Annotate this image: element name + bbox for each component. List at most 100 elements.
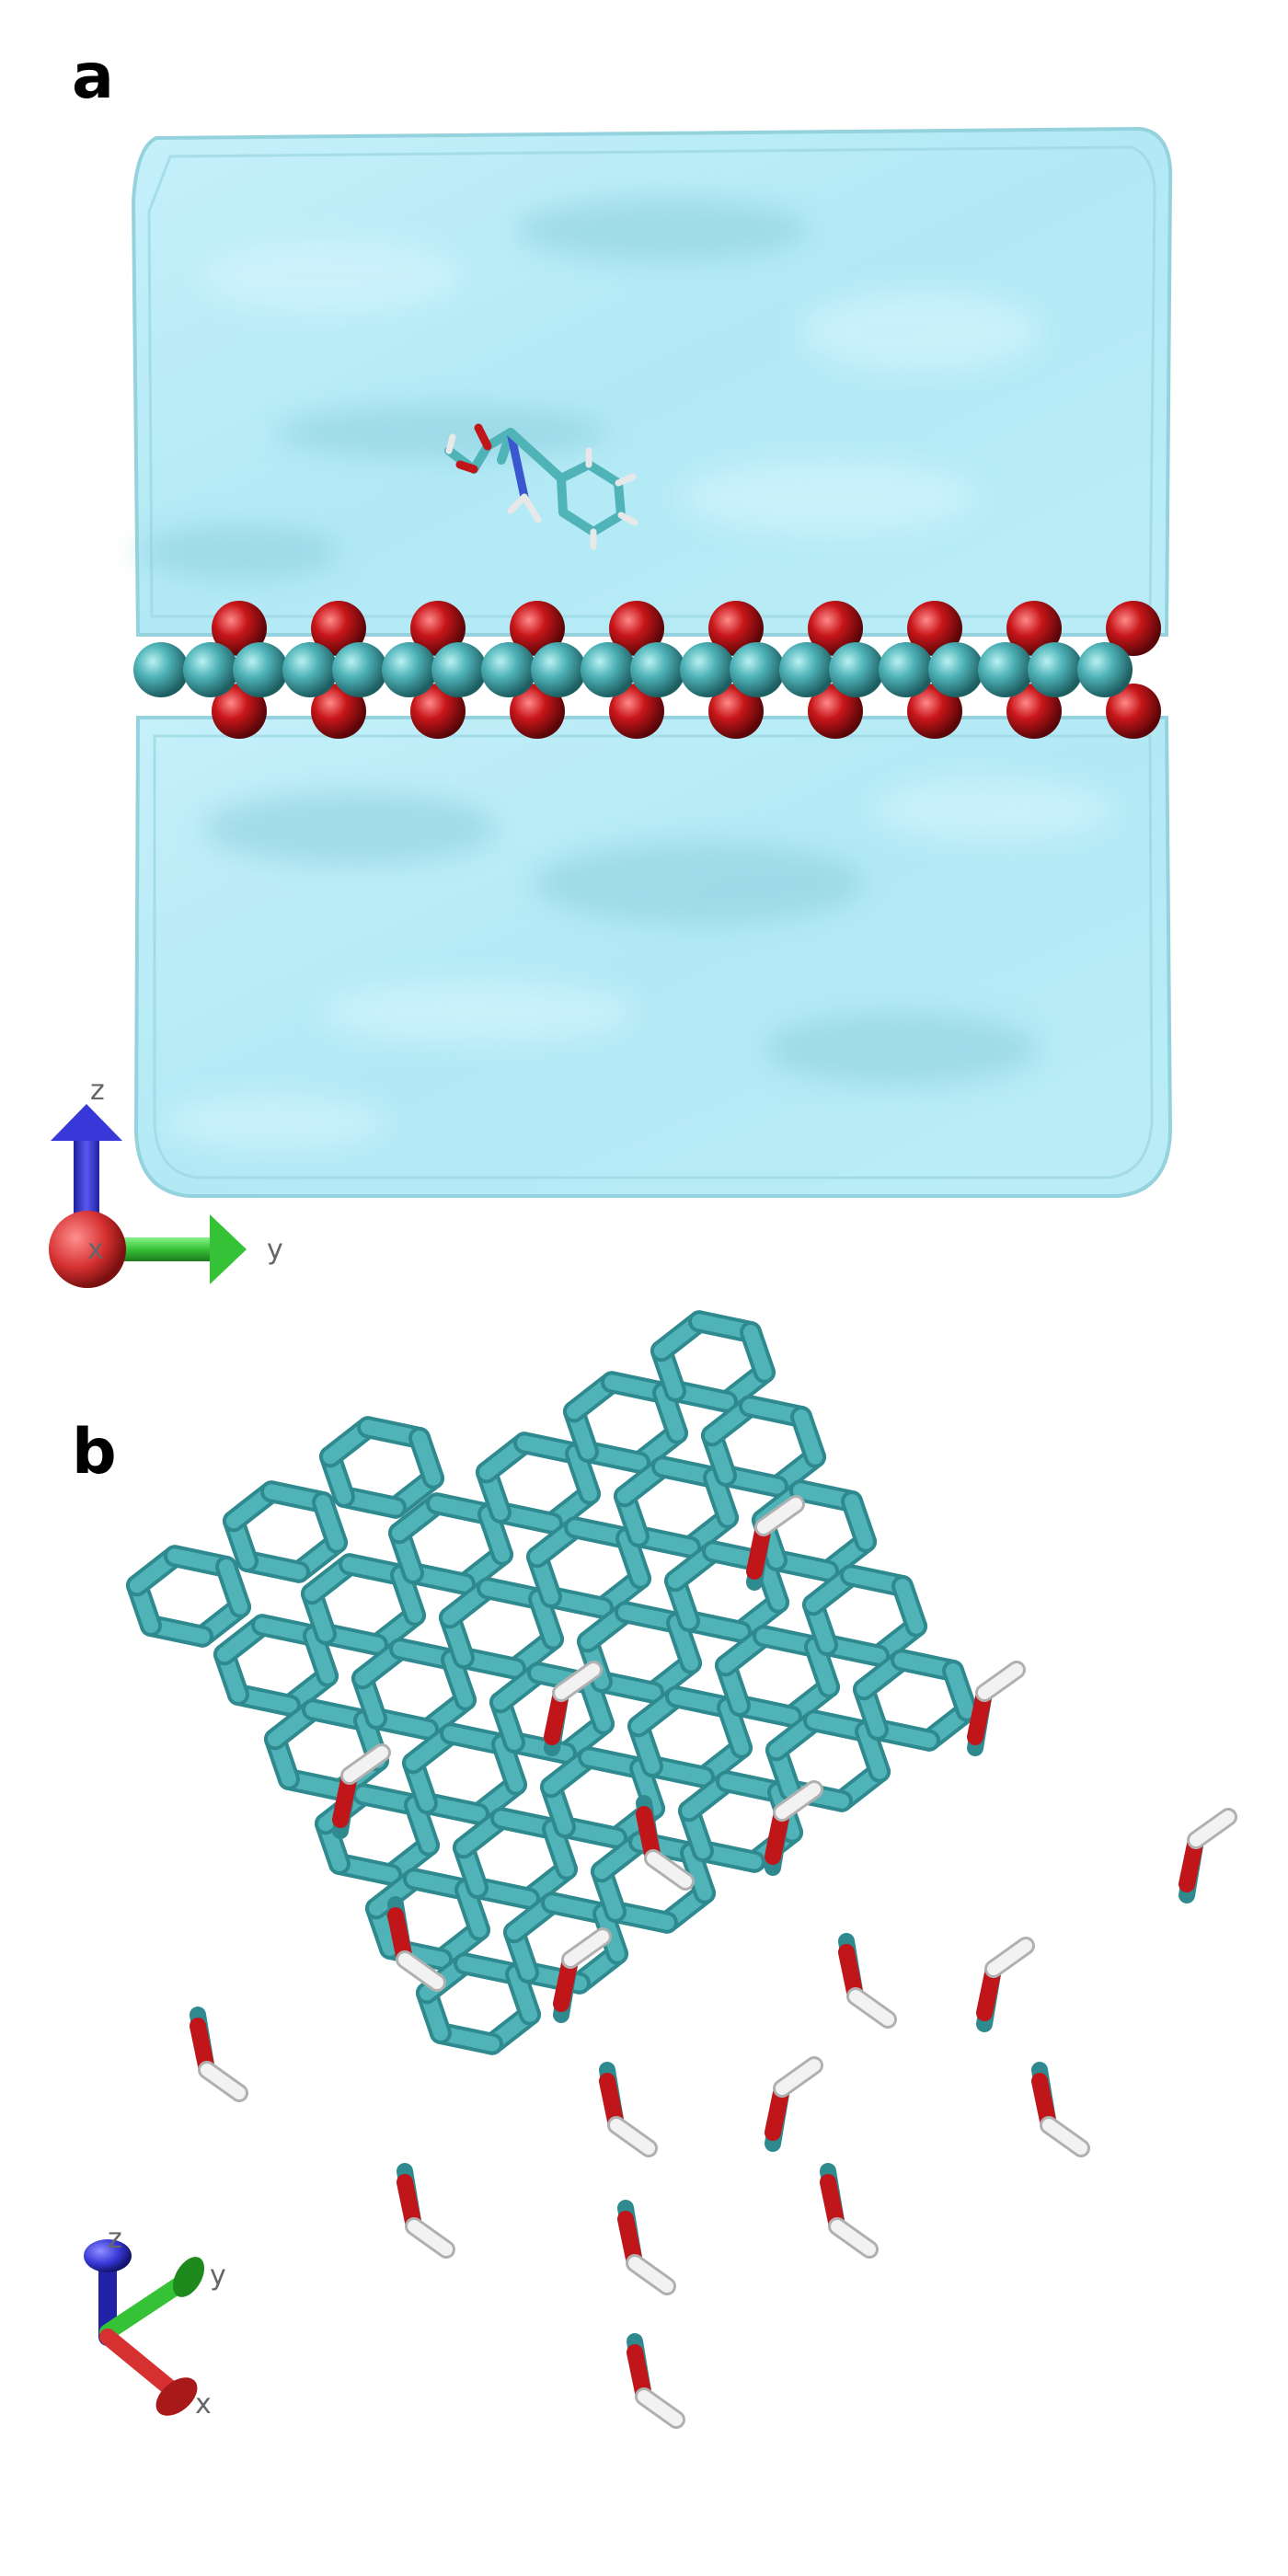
carbon-bond xyxy=(869,1721,937,1748)
carbon-bond xyxy=(368,1901,397,1956)
o-h-bond-shadow xyxy=(773,2056,823,2098)
o-h-bond-shadow xyxy=(846,1987,897,2029)
carbon-bond xyxy=(129,1548,182,1593)
carbon-bond-shadow xyxy=(303,1625,339,1687)
carbon-bond xyxy=(388,1470,442,1515)
carbon-bond-shadow xyxy=(600,1371,675,1405)
carbon-bond xyxy=(442,1581,495,1626)
carbon-bond xyxy=(391,1496,444,1541)
carbon-bond-shadow xyxy=(332,1485,408,1519)
carbon-bond xyxy=(566,1374,619,1420)
carbon-bond-shadow xyxy=(328,1852,403,1886)
carbon-bond xyxy=(733,1594,787,1639)
carbon-bond-shadow xyxy=(656,1881,717,1934)
carbon-bond-shadow xyxy=(680,1842,717,1904)
carbon-bond-shadow xyxy=(852,1649,913,1701)
carbon-bond xyxy=(331,1856,399,1882)
carbon-bond xyxy=(843,1568,911,1594)
carbon-bond xyxy=(408,1798,437,1853)
carbon-bond-shadow xyxy=(351,1638,411,1690)
carbon-bond xyxy=(792,1483,860,1510)
o-h-bond xyxy=(201,2064,246,2099)
carbon-bond xyxy=(405,1755,434,1811)
carbon-bond-shadow xyxy=(693,1736,753,1788)
carbon-bond-shadow xyxy=(441,1649,477,1711)
carbon-atom xyxy=(431,642,487,697)
carbon-bond xyxy=(856,1682,885,1737)
carbon-bond-shadow xyxy=(466,1876,541,1910)
carbon-atom xyxy=(1028,642,1083,697)
carbon-bond xyxy=(581,1750,649,1777)
carbon-bond-shadow xyxy=(801,1564,862,1616)
o-h-bond-shadow xyxy=(340,1743,391,1785)
y-axis-label: y xyxy=(267,1234,283,1266)
oxygen-atom xyxy=(1106,684,1161,739)
carbon-bond xyxy=(617,1604,685,1631)
carbon-atom xyxy=(680,642,735,697)
carbon-bond-shadow xyxy=(454,1879,491,1941)
carbon-bond-shadow xyxy=(415,1982,452,2044)
carbon-bond-shadow xyxy=(318,1445,355,1508)
carbon-bond-shadow xyxy=(629,1757,666,1820)
carbon-bond-shadow xyxy=(338,1553,413,1587)
carbon-bond xyxy=(616,1459,670,1504)
carbon-bond xyxy=(718,1467,786,1494)
carbon-bond xyxy=(478,1465,508,1520)
carbon-bond xyxy=(370,1607,423,1652)
x-axis-label: x xyxy=(195,2388,212,2421)
carbon-bond xyxy=(412,1431,442,1486)
carbon-bond xyxy=(317,1816,347,1871)
o-h-bond xyxy=(757,1498,802,1534)
carbon-bond xyxy=(582,1676,612,1731)
carbon-bond xyxy=(225,1513,255,1569)
c-o-bond xyxy=(627,2333,652,2405)
carbon-bond xyxy=(770,1449,823,1494)
carbon-bond-shadow xyxy=(663,1379,739,1413)
carbon-bond xyxy=(281,1771,349,1798)
o-h-bond-shadow xyxy=(984,1937,1035,1978)
carbon-bond xyxy=(442,1610,471,1665)
carbon-bond xyxy=(580,1634,609,1689)
carbon-bond-shadow xyxy=(788,1479,864,1513)
carbon-bond xyxy=(667,1573,696,1628)
carbon-bond xyxy=(704,1428,733,1483)
o-h-bond xyxy=(555,1663,600,1699)
carbon-bond xyxy=(368,1710,436,1737)
carbon-bond-shadow xyxy=(404,1794,441,1857)
carbon-bond xyxy=(720,1700,750,1755)
carbon-bond xyxy=(768,1552,836,1579)
o-h-bond-shadow xyxy=(975,1661,1026,1702)
carbon-bond xyxy=(695,1843,763,1869)
carbon-atom xyxy=(779,642,834,697)
carbon-bond-shadow xyxy=(279,1664,339,1717)
carbon-bond-shadow xyxy=(569,1942,629,1995)
carbon-bond xyxy=(667,1383,735,1409)
carbon-bond-shadow xyxy=(627,1831,703,1865)
carbon-bond-shadow xyxy=(277,1767,352,1801)
carbon-bond xyxy=(506,1734,574,1761)
carbon-bond-shadow xyxy=(378,1937,454,1971)
oxygen-bond xyxy=(190,2018,215,2078)
y-axis-arrowhead xyxy=(172,2257,205,2297)
carbon-bond-shadow xyxy=(263,1728,300,1790)
carbon-bond xyxy=(420,1692,474,1737)
carbon-bond xyxy=(195,1599,248,1644)
carbon-bond xyxy=(230,1686,298,1713)
z-axis-arrowhead xyxy=(51,1104,122,1141)
carbon-bond-shadow xyxy=(385,1466,445,1519)
carbon-bond xyxy=(516,1435,584,1462)
carbon-atom xyxy=(1077,642,1133,697)
carbon-bond xyxy=(784,1679,837,1724)
carbon-bond xyxy=(794,1409,823,1465)
carbon-bond-shadow xyxy=(401,1722,462,1775)
y-axis-arrow xyxy=(120,1237,212,1261)
carbon-bond xyxy=(619,1531,649,1586)
carbon-bond xyxy=(392,1641,460,1668)
oxygen-atom xyxy=(212,601,267,656)
carbon-bond xyxy=(333,1753,386,1798)
carbon-bond xyxy=(631,1834,699,1861)
panel-b-label: b xyxy=(72,1416,117,1489)
oxygen-bond xyxy=(599,2073,625,2133)
oxygen-atom xyxy=(609,601,664,656)
c-o-bond xyxy=(636,1795,661,1867)
